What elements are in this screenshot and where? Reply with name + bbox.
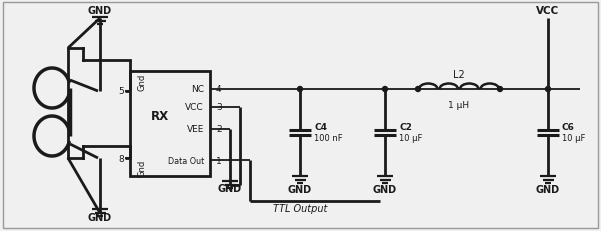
Text: RX: RX xyxy=(151,109,169,122)
Text: C6: C6 xyxy=(562,122,575,131)
Bar xyxy=(130,72,210,176)
Text: GND: GND xyxy=(536,184,560,194)
Text: VEE: VEE xyxy=(187,125,204,134)
Circle shape xyxy=(415,87,421,92)
Text: 1: 1 xyxy=(216,156,222,165)
Text: 2: 2 xyxy=(216,125,222,134)
Circle shape xyxy=(546,87,551,92)
Text: TTL Output: TTL Output xyxy=(273,203,327,213)
Text: 3: 3 xyxy=(216,103,222,112)
Text: GND: GND xyxy=(218,183,242,193)
Text: 8: 8 xyxy=(118,154,124,163)
Text: C4: C4 xyxy=(314,122,327,131)
FancyBboxPatch shape xyxy=(3,3,598,228)
Text: C2: C2 xyxy=(399,122,412,131)
Text: 10 μF: 10 μF xyxy=(562,134,585,142)
Text: 1 μH: 1 μH xyxy=(448,100,469,109)
Text: GND: GND xyxy=(373,184,397,194)
Text: VCC: VCC xyxy=(185,103,204,112)
Text: 10 μF: 10 μF xyxy=(399,134,423,142)
Text: 100 nF: 100 nF xyxy=(314,134,343,142)
Text: L2: L2 xyxy=(453,70,465,80)
Text: GND: GND xyxy=(88,212,112,222)
Text: Gnd: Gnd xyxy=(138,73,147,90)
Text: 4: 4 xyxy=(216,85,222,94)
Text: GND: GND xyxy=(88,6,112,16)
Text: 5: 5 xyxy=(118,87,124,96)
Text: Gnd: Gnd xyxy=(138,159,147,176)
Text: Data Out: Data Out xyxy=(168,156,204,165)
Text: VCC: VCC xyxy=(536,6,560,16)
Circle shape xyxy=(297,87,302,92)
Circle shape xyxy=(498,87,502,92)
Text: GND: GND xyxy=(288,184,312,194)
Text: NC: NC xyxy=(191,85,204,94)
Circle shape xyxy=(382,87,388,92)
